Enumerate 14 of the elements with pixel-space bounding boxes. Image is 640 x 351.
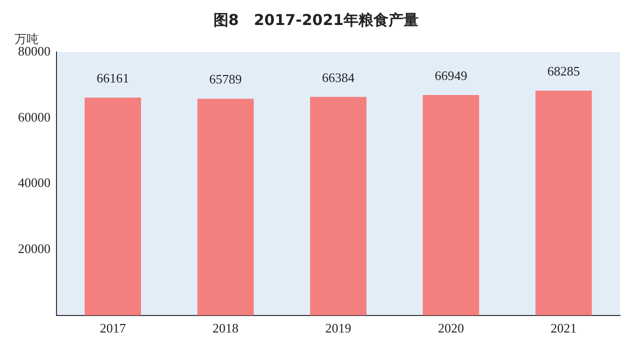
chart-title: 图8 2017-2021年粮食产量 [213,10,419,29]
x-tick-label: 2021 [550,320,577,336]
data-label: 66949 [434,68,468,83]
y-tick-label: 20000 [18,240,50,256]
x-tick-label: 2017 [100,320,126,336]
data-label: 68285 [547,63,580,78]
x-tick-label: 2018 [212,320,239,336]
data-label: 66384 [322,70,355,85]
x-tick-label: 2020 [438,320,464,336]
x-tick-label: 2019 [325,320,352,336]
y-tick-label: 60000 [18,109,50,124]
data-label: 65789 [209,72,242,87]
data-label: 66161 [96,70,130,86]
y-tick-label: 40000 [18,175,50,190]
